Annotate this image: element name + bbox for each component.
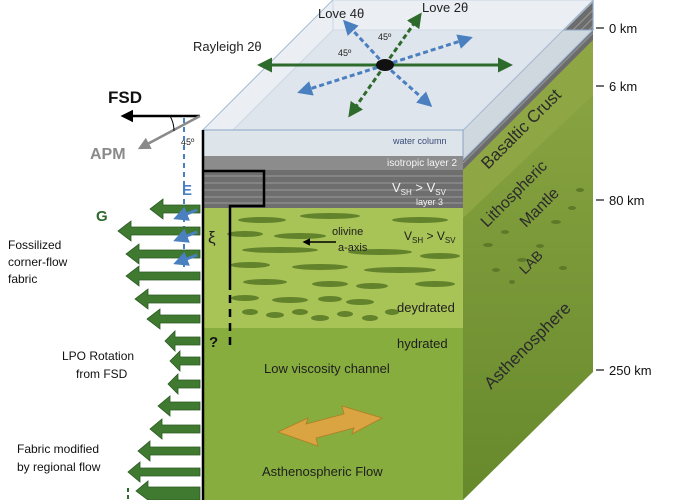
love4-label: Love 4θ	[318, 6, 364, 21]
asthenosphere-front	[203, 328, 463, 500]
lpo-line1: LPO Rotation	[62, 349, 134, 363]
love4-arrow-nw	[342, 19, 387, 67]
fabric-line2: by regional flow	[17, 460, 101, 474]
side-lab-dots	[483, 188, 584, 284]
love4-arrow-sw	[297, 63, 386, 96]
angle-arc	[169, 115, 175, 132]
depth-80km: 80 km	[609, 193, 644, 208]
water-column-label: water column	[392, 136, 447, 146]
g-label: G	[96, 208, 108, 225]
isotropic-layer	[203, 156, 463, 170]
dehydrated-label: deydrated	[397, 300, 455, 315]
surface-wave-arrows	[257, 12, 513, 118]
love4-arrow-ne	[384, 34, 473, 67]
fossilized-line3: fabric	[8, 272, 37, 286]
depth-6km: 6 km	[609, 79, 637, 94]
depth-scale	[596, 27, 604, 371]
g-arrows	[117, 198, 201, 500]
fossilized-line2: corner-flow	[8, 255, 68, 269]
left-annotations: Fossilized corner-flow fabric LPO Rotati…	[8, 238, 134, 474]
vsh-vsv-lower: VSH > VSV	[404, 229, 456, 245]
side-litho-face	[463, 28, 593, 218]
apm-label: APM	[90, 146, 126, 163]
depth-250km: 250 km	[609, 363, 652, 378]
low-viscosity-label: Low viscosity channel	[264, 361, 390, 376]
fabric-line1: Fabric modified	[17, 442, 99, 456]
fsd-angle-label: 45º	[181, 137, 195, 147]
water-column-layer	[202, 129, 464, 161]
rayleigh-label: Rayleigh 2θ	[193, 39, 262, 54]
a-axis-label: a-axis	[338, 242, 368, 254]
xi-symbol: ξ	[208, 228, 216, 247]
lpo-line2: from FSD	[76, 367, 128, 381]
hydrated-label: hydrated	[397, 336, 448, 351]
layer3-label: layer 3	[416, 197, 443, 207]
asthenospheric-flow-label: Asthenospheric Flow	[262, 464, 383, 479]
asthenospheric-flow-arrow	[276, 405, 384, 447]
love2-label: Love 2θ	[422, 0, 468, 15]
love2-arrow-down	[348, 64, 387, 118]
depth-0km: 0 km	[609, 21, 637, 36]
olivine-fabric	[227, 213, 460, 321]
e-arrows	[173, 206, 198, 266]
love2-arrow-up	[383, 12, 422, 66]
question-mark: ?	[209, 334, 218, 351]
vsh-vsv-top: VSH > VSV	[392, 180, 447, 197]
fsd-label: FSD	[108, 88, 142, 107]
isotropic-label: isotropic layer 2	[387, 158, 457, 169]
station-dot	[376, 59, 394, 71]
e-label: E	[182, 182, 192, 199]
angle-label-b: 45º	[338, 48, 352, 58]
love4-arrow-se	[384, 63, 433, 107]
xi-profile	[201, 130, 266, 500]
fossilized-line1: Fossilized	[8, 238, 61, 252]
angle-label-a: 45º	[378, 32, 392, 42]
olivine-label: olivine	[332, 226, 363, 238]
apm-arrow	[137, 114, 201, 150]
